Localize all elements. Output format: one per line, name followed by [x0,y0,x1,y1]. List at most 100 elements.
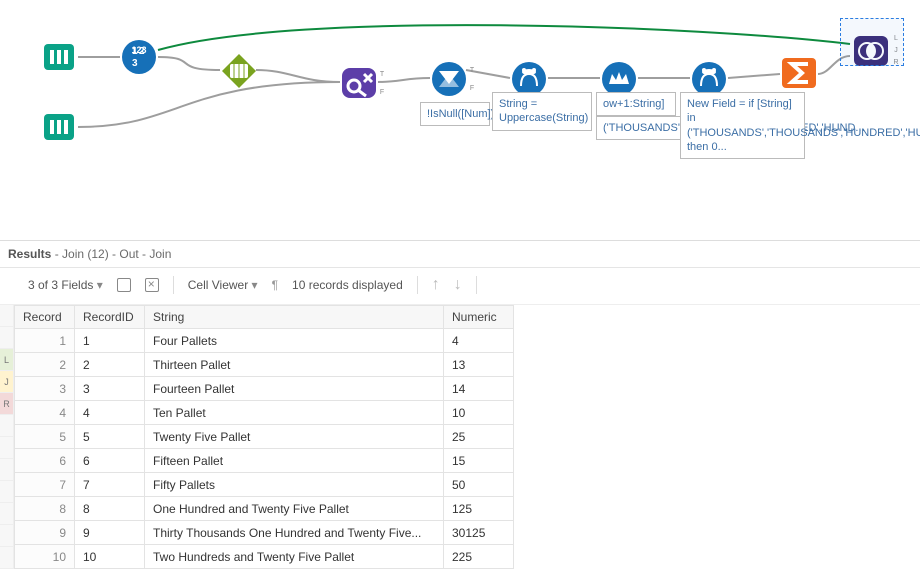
cell[interactable]: 9 [15,521,75,545]
table-row[interactable]: 55Twenty Five Pallet25 [15,425,514,449]
results-grid: LJR RecordRecordIDStringNumeric 11Four P… [0,305,920,569]
tool-regex[interactable] [340,64,378,102]
down-arrow-icon[interactable]: ↓ [454,276,462,294]
tool-rec[interactable]: 123123 [120,38,158,76]
cell[interactable]: 4 [75,401,145,425]
results-gutter: LJR [0,305,14,569]
workflow-canvas[interactable]: 123123TFTFLJR !IsNull([Num])String = Upp… [0,0,920,240]
results-header: Results - Join (12) - Out - Join [0,240,920,268]
cell[interactable]: Twenty Five Pallet [145,425,444,449]
port-t: T [468,66,476,76]
results-title: Results [8,247,51,261]
table-row[interactable]: 11Four Pallets4 [15,329,514,353]
table-row[interactable]: 77Fifty Pallets50 [15,473,514,497]
cell[interactable]: 125 [444,497,514,521]
col-recordid[interactable]: RecordID [75,306,145,329]
cell[interactable]: Fifteen Pallet [145,449,444,473]
gutter-cell [0,481,13,503]
cell[interactable]: 4 [15,401,75,425]
table-row[interactable]: 66Fifteen Pallet15 [15,449,514,473]
cell[interactable]: 10 [15,545,75,569]
cell[interactable]: 50 [444,473,514,497]
record-count: 10 records displayed [292,278,403,292]
cell[interactable]: 13 [444,353,514,377]
separator [417,276,418,294]
results-toolbar: 3 of 3 Fields Cell Viewer ¶ 10 records d… [0,268,920,305]
check-icon[interactable] [117,278,131,292]
gutter-cell [0,305,13,327]
col-numeric[interactable]: Numeric [444,306,514,329]
cell[interactable]: 3 [15,377,75,401]
gutter-cell [0,525,13,547]
up-arrow-icon[interactable]: ↑ [432,276,440,294]
results-table[interactable]: RecordRecordIDStringNumeric 11Four Palle… [14,305,514,569]
cell[interactable]: 15 [444,449,514,473]
cell[interactable]: 30125 [444,521,514,545]
cell[interactable]: 3 [75,377,145,401]
cell[interactable]: 8 [15,497,75,521]
col-record[interactable]: Record [15,306,75,329]
cell-viewer-dropdown[interactable]: Cell Viewer [188,278,258,292]
table-row[interactable]: 22Thirteen Pallet13 [15,353,514,377]
cell[interactable]: 225 [444,545,514,569]
port-f: F [378,88,386,98]
gutter-cell [0,327,13,349]
tool-in2[interactable] [40,108,78,146]
cell[interactable]: 25 [444,425,514,449]
port-t: T [378,70,386,80]
cell[interactable]: Thirty Thousands One Hundred and Twenty … [145,521,444,545]
svg-text:1: 1 [132,46,138,57]
table-row[interactable]: 1010Two Hundreds and Twenty Five Pallet2… [15,545,514,569]
cell[interactable]: 2 [75,353,145,377]
cell[interactable]: 6 [75,449,145,473]
cell[interactable]: 6 [15,449,75,473]
tool-txtcol[interactable] [220,52,258,90]
annotation: !IsNull([Num]) [420,102,490,126]
cell[interactable]: Four Pallets [145,329,444,353]
cell[interactable]: 9 [75,521,145,545]
gutter-cell: R [0,393,13,415]
selection-box [840,18,904,66]
separator [173,276,174,294]
tool-in1[interactable] [40,38,78,76]
cell[interactable]: 14 [444,377,514,401]
gutter-cell [0,437,13,459]
port-f: F [468,84,476,94]
results-subtitle: - Join (12) - Out - Join [51,247,171,261]
cell[interactable]: 1 [75,329,145,353]
tool-sum[interactable] [780,54,818,92]
cell[interactable]: 7 [15,473,75,497]
table-row[interactable]: 44Ten Pallet10 [15,401,514,425]
cell[interactable]: Ten Pallet [145,401,444,425]
table-row[interactable]: 88One Hundred and Twenty Five Pallet125 [15,497,514,521]
cell[interactable]: 1 [15,329,75,353]
cell[interactable]: 5 [75,425,145,449]
fields-dropdown[interactable]: 3 of 3 Fields [28,278,103,292]
cell[interactable]: 4 [444,329,514,353]
cell[interactable]: Fifty Pallets [145,473,444,497]
cell[interactable]: 2 [15,353,75,377]
cell[interactable]: Two Hundreds and Twenty Five Pallet [145,545,444,569]
gutter-cell [0,415,13,437]
cell[interactable]: 10 [75,545,145,569]
clear-icon[interactable] [145,278,159,292]
gutter-cell: L [0,349,13,371]
annotation: String = Uppercase(String) [492,92,592,131]
cell[interactable]: One Hundred and Twenty Five Pallet [145,497,444,521]
pilcrow-icon[interactable]: ¶ [272,278,278,292]
cell[interactable]: 7 [75,473,145,497]
table-row[interactable]: 99Thirty Thousands One Hundred and Twent… [15,521,514,545]
svg-text:3: 3 [132,58,138,69]
annotation: ow+1:String] [596,92,676,116]
cell[interactable]: 5 [15,425,75,449]
svg-text:2: 2 [139,46,145,57]
cell[interactable]: Thirteen Pallet [145,353,444,377]
col-string[interactable]: String [145,306,444,329]
annotation: New Field = if [String] in ('THOUSANDS',… [680,92,805,159]
tool-filter[interactable] [430,60,468,98]
cell[interactable]: 10 [444,401,514,425]
cell[interactable]: 8 [75,497,145,521]
separator [476,276,477,294]
table-row[interactable]: 33Fourteen Pallet14 [15,377,514,401]
cell[interactable]: Fourteen Pallet [145,377,444,401]
